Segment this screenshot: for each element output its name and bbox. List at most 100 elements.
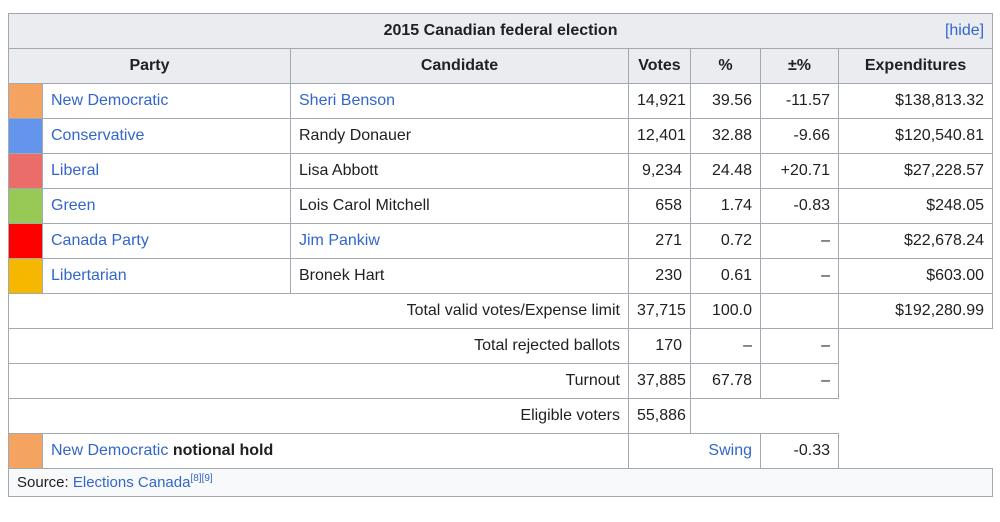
expenditures-cell: $22,678.24 [837, 223, 994, 259]
total-rejected-row: Total rejected ballots 170 – – [8, 328, 993, 364]
party-color-swatch [8, 153, 43, 189]
change-cell: -9.66 [760, 118, 839, 154]
turnout-row: Turnout 37,885 67.78 – [8, 363, 993, 399]
change-cell: -11.57 [760, 83, 839, 119]
hide-toggle[interactable]: [hide] [944, 22, 985, 39]
source-note: Source: Elections Canada[8][9] [7, 468, 994, 497]
table-row: Liberal Lisa Abbott 9,234 24.48 +20.71 $27,22… [8, 153, 994, 189]
header-row: Party Candidate Votes % ±% Expenditures [8, 48, 994, 84]
party-name[interactable]: New Democratic [42, 83, 291, 119]
election-box: 2015 Canadian federal election [hide] Pa… [7, 13, 994, 497]
party-name[interactable]: Green [42, 188, 291, 224]
party-name-link[interactable]: Canada Party [51, 232, 149, 249]
swing-link[interactable]: Swing [708, 442, 752, 459]
party-name-link[interactable]: Conservative [51, 127, 145, 144]
change-cell: – [760, 258, 839, 294]
source-row: Source: Elections Canada[8][9] [7, 468, 994, 497]
total-valid-votes: 37,715 [628, 293, 691, 329]
table-row: Conservative Randy Donauer 12,401 32.88 -9.6… [8, 118, 994, 154]
source-refs[interactable]: [8][9] [190, 473, 213, 484]
candidate-name: Lois Carol Mitchell [290, 188, 629, 224]
votes-cell: 14,921 [628, 83, 691, 119]
hold-row: New Democratic notional hold Swing -0.33 [8, 433, 993, 469]
party-color-swatch [8, 83, 43, 119]
hold-label: New Democratic notional hold [42, 433, 629, 469]
swing-value: -0.33 [760, 433, 839, 469]
change-cell: – [760, 223, 839, 259]
expenditures-cell: $248.05 [837, 188, 994, 224]
total-valid-label: Total valid votes/Expense limit [8, 293, 629, 329]
total-rejected-votes: 170 [628, 328, 691, 364]
change-cell: -0.83 [760, 188, 839, 224]
total-rejected-pct: – [690, 328, 761, 364]
header-party: Party [8, 48, 291, 84]
party-color-swatch [8, 223, 43, 259]
table-caption: 2015 Canadian federal election [hide] [7, 13, 994, 49]
votes-cell: 12,401 [628, 118, 691, 154]
total-valid-pct: 100.0 [690, 293, 761, 329]
turnout-pct: 67.78 [690, 363, 761, 399]
votes-cell: 271 [628, 223, 691, 259]
header-change: ±% [760, 48, 839, 84]
header-expenditures: Expenditures [837, 48, 994, 84]
party-name-link[interactable]: Green [51, 197, 96, 214]
candidate-name[interactable]: Sheri Benson [290, 83, 629, 119]
expenditures-cell: $603.00 [837, 258, 994, 294]
votes-cell: 230 [628, 258, 691, 294]
pct-cell: 39.56 [690, 83, 761, 119]
source-link[interactable]: Elections Canada [72, 474, 191, 491]
pct-cell: 24.48 [690, 153, 761, 189]
candidate-name: Randy Donauer [290, 118, 629, 154]
party-color-swatch [8, 118, 43, 154]
hold-suffix: notional hold [172, 442, 274, 459]
table-row: Canada Party Jim Pankiw 271 0.72– $22,678.24 [8, 223, 994, 259]
expenditures-cell: $138,813.32 [837, 83, 994, 119]
turnout-votes: 37,885 [628, 363, 691, 399]
table-row: New Democratic Sheri Benson 14,921 39.56 -11… [8, 83, 994, 119]
total-valid-change [760, 293, 839, 329]
turnout-change: – [760, 363, 839, 399]
party-color-swatch [8, 258, 43, 294]
candidate-name-link[interactable]: Sheri Benson [299, 92, 396, 109]
swing-label-cell: Swing [628, 433, 761, 469]
pct-cell: 0.61 [690, 258, 761, 294]
party-name[interactable]: Libertarian [42, 258, 291, 294]
votes-cell: 658 [628, 188, 691, 224]
eligible-label: Eligible voters [8, 398, 629, 434]
candidate-name[interactable]: Jim Pankiw [290, 223, 629, 259]
eligible-votes: 55,886 [628, 398, 691, 434]
party-name-link[interactable]: New Democratic [51, 92, 169, 109]
pct-cell: 1.74 [690, 188, 761, 224]
party-name[interactable]: Conservative [42, 118, 291, 154]
header-pct: % [690, 48, 761, 84]
table-row: Libertarian Bronek Hart 230 0.61– $603.00 [8, 258, 994, 294]
hold-color-swatch [8, 433, 43, 469]
hold-party-link[interactable]: New Democratic [51, 442, 169, 459]
pct-cell: 0.72 [690, 223, 761, 259]
eligible-row: Eligible voters 55,886 [8, 398, 993, 434]
candidate-name-link[interactable]: Jim Pankiw [299, 232, 380, 249]
change-cell: +20.71 [760, 153, 839, 189]
party-name-link[interactable]: Libertarian [51, 267, 127, 284]
table-title: 2015 Canadian federal election [383, 22, 618, 39]
total-rejected-change: – [760, 328, 839, 364]
turnout-label: Turnout [8, 363, 629, 399]
votes-cell: 9,234 [628, 153, 691, 189]
party-color-swatch [8, 188, 43, 224]
total-valid-row: Total valid votes/Expense limit 37,715 1… [8, 293, 994, 329]
expenditures-cell: $27,228.57 [837, 153, 994, 189]
expenditures-cell: $120,540.81 [837, 118, 994, 154]
party-name[interactable]: Canada Party [42, 223, 291, 259]
candidate-name: Lisa Abbott [290, 153, 629, 189]
total-valid-expenditures: $192,280.99 [837, 293, 994, 329]
party-name[interactable]: Liberal [42, 153, 291, 189]
pct-cell: 32.88 [690, 118, 761, 154]
table-row: Green Lois Carol Mitchell 658 1.74 -0.83 $248… [8, 188, 994, 224]
source-prefix: Source: [17, 474, 73, 491]
candidate-name: Bronek Hart [290, 258, 629, 294]
header-candidate: Candidate [290, 48, 629, 84]
party-name-link[interactable]: Liberal [51, 162, 100, 179]
election-table: 2015 Canadian federal election [hide] Pa… [7, 13, 994, 497]
total-rejected-label: Total rejected ballots [8, 328, 629, 364]
header-votes: Votes [628, 48, 691, 84]
